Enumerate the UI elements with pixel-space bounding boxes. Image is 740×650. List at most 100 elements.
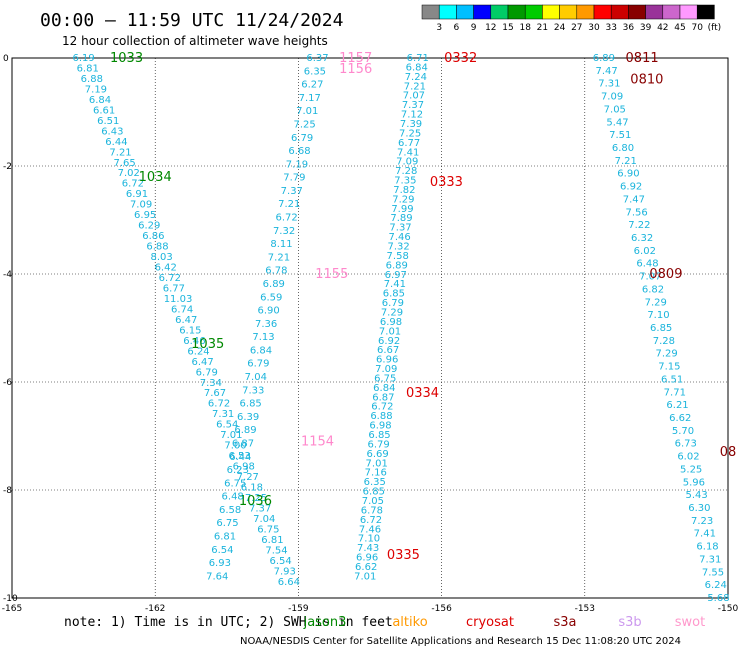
swh-value-label: 7.67 xyxy=(204,388,226,399)
colorbar-label: 12 xyxy=(485,23,496,33)
colorbar-label: 70 xyxy=(691,23,703,33)
swh-value-label: 7.01 xyxy=(296,106,318,117)
swh-value-label: 5.68 xyxy=(707,593,729,604)
swh-value-label: 5.25 xyxy=(680,464,702,475)
swh-value-label: 6.44 xyxy=(105,137,127,148)
swh-value-label: 6.90 xyxy=(258,306,280,317)
swh-value-label: 6.88 xyxy=(370,411,392,422)
swh-value-label: 6.85 xyxy=(240,399,262,410)
plot-area: -165 -162 -159 -156 -153 -150 0 -2 -4 -6 -8 -10 6.1… xyxy=(2,51,739,614)
chart-subtitle: 12 hour collection of altimeter wave hei… xyxy=(62,34,328,48)
time-label: 1157 xyxy=(339,51,372,66)
swh-value-label: 7.21 xyxy=(404,81,426,92)
swh-value-label: 7.00 xyxy=(224,441,246,452)
swh-value-label: 7.24 xyxy=(405,72,427,83)
colorbar-label: 39 xyxy=(640,23,652,33)
swh-value-label: 6.81 xyxy=(261,535,283,546)
swh-value-label: 7.51 xyxy=(609,130,631,141)
y-tick-label: -2 xyxy=(3,162,12,172)
swh-value-label: 7.01 xyxy=(354,571,376,582)
swh-value-label: 7.32 xyxy=(273,226,295,237)
swh-value-label: 7.82 xyxy=(393,185,415,196)
swh-value-label: 6.85 xyxy=(368,430,390,441)
swh-value-label: 6.79 xyxy=(367,439,389,450)
swh-value-label: 6.87 xyxy=(232,438,254,449)
swh-value-label: 6.93 xyxy=(209,558,231,569)
footer-credit: NOAA/NESDIS Center for Satellite Applica… xyxy=(240,636,681,647)
swh-value-label: 6.69 xyxy=(367,449,389,460)
satellite-legend: jason3 altiko cryosat s3a s3b swot xyxy=(303,615,706,630)
swh-value-label: 6.18 xyxy=(241,483,263,494)
swh-value-label: 7.10 xyxy=(358,534,380,545)
swh-value-label: 7.19 xyxy=(85,84,107,95)
swh-value-label: 6.29 xyxy=(138,221,160,232)
swh-value-label: 6.37 xyxy=(306,53,328,64)
swh-value-label: 7.07 xyxy=(639,272,661,283)
x-tick-label: -159 xyxy=(288,604,309,614)
swh-value-label: 8.11 xyxy=(270,239,292,250)
time-label: 0334 xyxy=(406,386,439,401)
swh-value-label: 7.21 xyxy=(109,147,131,158)
swh-value-label: 7.01 xyxy=(366,458,388,469)
swh-value-label: 6.59 xyxy=(260,292,282,303)
swh-value-label: 6.39 xyxy=(237,412,259,423)
swh-value-label: 6.90 xyxy=(617,169,639,180)
colorbar-swatch xyxy=(645,4,664,20)
swh-value-label: 7.12 xyxy=(401,110,423,121)
swh-value-label: 6.71 xyxy=(407,53,429,64)
swh-value-label: 7.05 xyxy=(362,496,384,507)
swh-value-label: 6.72 xyxy=(276,213,298,224)
chart-title: 00:00 — 11:59 UTC 11/24/2024 xyxy=(40,10,343,31)
swh-value-label: 7.31 xyxy=(699,554,721,565)
time-label: 0332 xyxy=(444,51,477,66)
time-label: 0811 xyxy=(626,51,659,66)
swh-value-label: 6.79 xyxy=(291,133,313,144)
swh-value-label: 6.48 xyxy=(222,492,244,503)
swh-value-label: 7.09 xyxy=(375,364,397,375)
swh-value-label: 6.75 xyxy=(216,518,238,529)
time-label: 0333 xyxy=(430,175,463,190)
swh-value-label: 6.21 xyxy=(666,400,688,411)
colorbar-swatch xyxy=(679,4,698,20)
swh-value-label: 6.47 xyxy=(192,357,214,368)
swh-value-label: 7.89 xyxy=(390,213,412,224)
track-s3a: 6.89 7.47 7.31 7.097.05 5.47 7.51 6.80 7.21 6.90… xyxy=(593,51,737,604)
time-label: 1156 xyxy=(339,62,372,77)
swh-value-label: 6.84 xyxy=(89,95,111,106)
swh-value-label: 7.19 xyxy=(286,159,308,170)
colorbar-swatch xyxy=(421,4,440,20)
swh-value-label: 6.98 xyxy=(233,462,255,473)
swh-value-label: 6.79 xyxy=(382,298,404,309)
swh-value-label: 6.72 xyxy=(208,399,230,410)
swh-value-label: 6.89 xyxy=(234,425,256,436)
swh-value-label: 6.97 xyxy=(385,270,407,281)
swh-value-label: 7.37 xyxy=(402,100,424,111)
swh-value-label: 6.89 xyxy=(263,279,285,290)
swh-value-label: 7.31 xyxy=(212,409,234,420)
swh-value-label: 6.98 xyxy=(369,421,391,432)
swh-value-label: 7.33 xyxy=(242,385,264,396)
swh-value-label: 6.89 xyxy=(593,53,615,64)
colorbar-swatch xyxy=(542,4,560,20)
swh-value-label: 7.37 xyxy=(249,503,271,514)
time-label: 1033 xyxy=(110,51,143,66)
swh-value-label: 6.54 xyxy=(216,420,238,431)
swh-value-label: 7.29 xyxy=(645,297,667,308)
track-swot: 6.37 6.35 6.27 7.17 7.01 7.25 6.79 6.68 7.19 7.79… xyxy=(206,51,372,582)
swh-value-label: 7.04 xyxy=(253,514,275,525)
swh-value-label: 6.80 xyxy=(612,143,634,154)
time-label: 0810 xyxy=(630,73,663,88)
colorbar-swatch xyxy=(696,4,715,20)
swh-value-label: 7.55 xyxy=(702,567,724,578)
swh-value-label: 6.19 xyxy=(72,53,94,64)
swh-value-label: 6.98 xyxy=(380,317,402,328)
swh-value-label: 6.91 xyxy=(126,189,148,200)
swh-value-label: 6.30 xyxy=(688,503,710,514)
swh-value-label: 6.72 xyxy=(159,273,181,284)
swh-value-label: 7.39 xyxy=(400,119,422,130)
colorbar-swatch xyxy=(438,4,457,20)
swh-value-label: 7.25 xyxy=(245,493,267,504)
swh-value-label: 6.44 xyxy=(229,452,251,463)
swh-value-label: 6.51 xyxy=(661,374,683,385)
